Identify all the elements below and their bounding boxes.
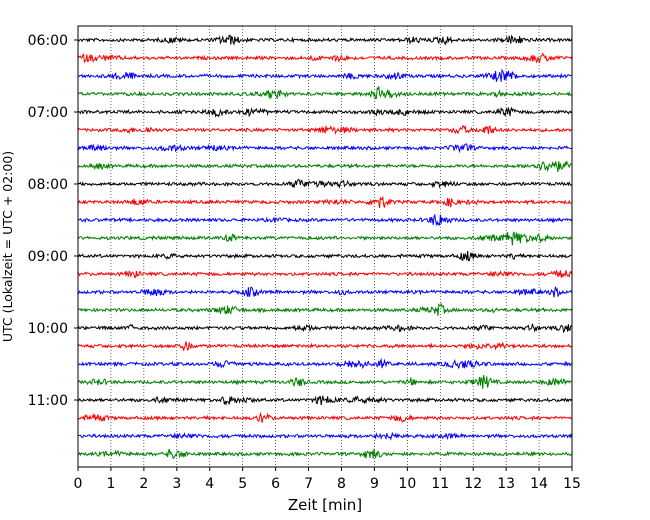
x-tick-label: 6	[271, 476, 280, 492]
seismic-trace	[77, 178, 572, 189]
y-tick-label: 10:00	[28, 321, 68, 337]
seismic-trace	[77, 357, 572, 370]
seismic-trace	[77, 160, 572, 173]
y-axis-ticks: 06:00 07:00 08:00 09:00 10:00 11:00	[28, 33, 78, 409]
seismic-trace	[77, 124, 572, 136]
x-tick-label: 10	[398, 476, 416, 492]
plot-frame	[77, 25, 573, 468]
x-tick-label: 3	[172, 476, 181, 492]
seismic-trace	[77, 86, 573, 100]
seismic-trace	[77, 411, 572, 423]
seismic-trace	[77, 68, 572, 82]
y-tick-label: 07:00	[28, 105, 68, 121]
x-tick-label: 0	[74, 476, 83, 492]
x-axis-ticks: 0 1 2 3 4 5 6 7 8 9 10 11 12 13 14 15	[74, 467, 581, 492]
seismic-trace	[77, 286, 573, 298]
seismic-trace	[77, 231, 572, 246]
seismic-trace	[77, 195, 572, 209]
y-tick-label: 09:00	[28, 249, 68, 265]
seismic-trace	[77, 341, 572, 351]
seismic-trace	[77, 34, 573, 46]
seismic-trace	[77, 448, 573, 459]
x-tick-label: 14	[530, 476, 548, 492]
seismic-trace	[77, 269, 573, 279]
x-tick-label: 12	[464, 476, 482, 492]
x-tick-label: 9	[370, 476, 379, 492]
seismic-trace	[77, 106, 572, 118]
seismic-trace	[77, 52, 573, 64]
x-tick-label: 11	[431, 476, 449, 492]
seismic-trace	[77, 143, 572, 154]
x-tick-label: 8	[337, 476, 346, 492]
x-tick-label: 4	[205, 476, 214, 492]
x-tick-label: 5	[238, 476, 247, 492]
x-tick-label: 15	[563, 476, 581, 492]
x-axis-label: Zeit [min]	[288, 496, 362, 514]
x-tick-label: 2	[139, 476, 148, 492]
seismic-trace	[77, 302, 573, 316]
seismic-trace	[77, 431, 573, 441]
seismic-trace	[77, 213, 573, 227]
y-tick-label: 06:00	[28, 33, 68, 49]
y-tick-label: 11:00	[28, 393, 68, 409]
seismic-trace	[77, 250, 572, 262]
y-axis-label: UTC (Lokalzeit = UTC + 02:00)	[0, 151, 15, 342]
seismic-trace	[77, 395, 573, 406]
seismic-traces	[77, 34, 573, 459]
x-tick-label: 1	[106, 476, 115, 492]
seismic-trace	[77, 323, 572, 334]
seismic-trace	[77, 374, 572, 389]
x-tick-label: 13	[497, 476, 515, 492]
y-tick-label: 08:00	[28, 177, 68, 193]
x-tick-label: 7	[304, 476, 313, 492]
